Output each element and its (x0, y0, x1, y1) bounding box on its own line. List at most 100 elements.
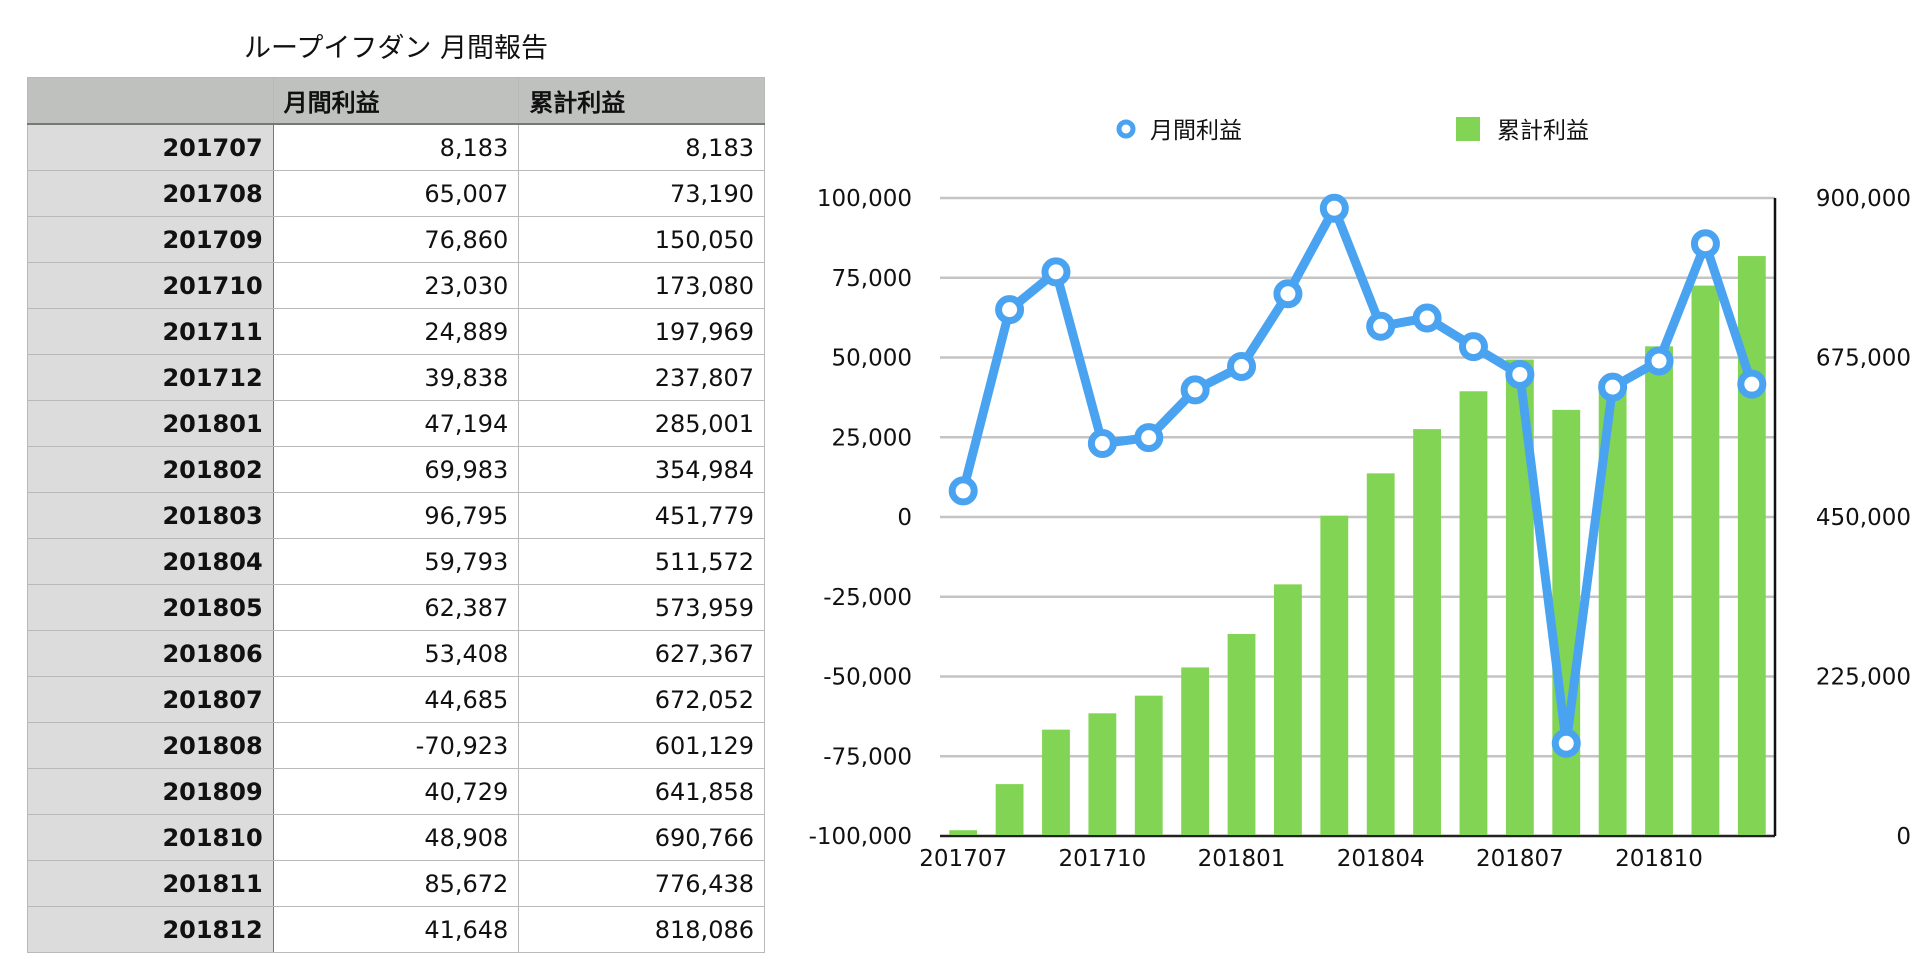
line-point (1458, 332, 1488, 362)
row-month: 201802 (27, 446, 274, 493)
monthly-report-table: 月間利益 累計利益 201707 8,183 8,183 201708 65,007 73… (27, 77, 765, 953)
left-axis-tick: 100,000 (817, 186, 912, 212)
table-row: 201808 -70,923 601,129 (27, 722, 765, 769)
bar (1366, 473, 1395, 835)
row-monthly-profit: 23,030 (272, 262, 520, 309)
row-month: 201801 (27, 400, 274, 447)
row-cumulative-profit: 776,438 (518, 860, 765, 907)
x-axis-tick: 201810 (1615, 846, 1703, 872)
row-month: 201805 (27, 584, 274, 631)
row-cumulative-profit: 627,367 (518, 630, 765, 677)
line-point (1737, 369, 1767, 399)
header-monthly-profit: 月間利益 (272, 77, 520, 125)
row-cumulative-profit: 601,129 (518, 722, 765, 769)
left-axis-tick: 25,000 (832, 425, 912, 451)
right-axis-tick: 0 (1896, 824, 1911, 850)
x-axis-tick: 201807 (1476, 846, 1564, 872)
bar (1274, 584, 1302, 835)
bar (1227, 633, 1256, 835)
row-monthly-profit: 85,672 (272, 860, 520, 907)
row-monthly-profit: 44,685 (272, 676, 520, 723)
right-axis-tick: 675,000 (1816, 346, 1911, 372)
row-cumulative-profit: 641,858 (518, 768, 765, 815)
table-header-row: 月間利益 累計利益 (27, 77, 765, 125)
line-point (1366, 311, 1396, 341)
row-month: 201806 (27, 630, 274, 677)
report-title: ループイフダン 月間報告 (244, 33, 548, 64)
row-cumulative-profit: 818,086 (518, 906, 765, 953)
row-cumulative-profit: 672,052 (518, 676, 765, 723)
row-monthly-profit: 53,408 (272, 630, 520, 677)
right-axis-tick: 225,000 (1816, 665, 1911, 691)
table-row: 201801 47,194 285,001 (27, 400, 765, 447)
line-point (1087, 429, 1117, 459)
line-point (1505, 359, 1535, 389)
row-month: 201803 (27, 492, 274, 539)
row-month: 201811 (27, 860, 274, 907)
row-month: 201707 (27, 123, 274, 171)
table-row: 201804 59,793 511,572 (27, 538, 765, 585)
table-row: 201812 41,648 818,086 (27, 906, 765, 953)
legend-line-marker-icon (1116, 119, 1136, 139)
row-month: 201807 (27, 676, 274, 723)
table-row: 201810 48,908 690,766 (27, 814, 765, 861)
left-axis-tick: 50,000 (832, 346, 912, 372)
bar (995, 784, 1024, 835)
table-row: 201809 40,729 641,858 (27, 768, 765, 815)
left-axis-tick: 75,000 (832, 266, 912, 292)
row-month: 201709 (27, 216, 274, 263)
bar (1645, 346, 1673, 835)
bar (1181, 667, 1210, 835)
left-axis-tick: -50,000 (823, 665, 912, 691)
left-axis-tick: 0 (897, 505, 912, 531)
row-monthly-profit: -70,923 (272, 722, 520, 769)
legend-label-cumulative: 累計利益 (1497, 118, 1589, 144)
row-month: 201708 (27, 170, 274, 217)
row-month: 201711 (27, 308, 274, 355)
line-point (948, 476, 978, 506)
right-axis-tick: 900,000 (1816, 186, 1911, 212)
table-row: 201711 24,889 197,969 (27, 308, 765, 355)
line-point (1551, 728, 1581, 758)
row-monthly-profit: 76,860 (272, 216, 520, 263)
left-axis-tick: -100,000 (809, 824, 912, 850)
table-row: 201805 62,387 573,959 (27, 584, 765, 631)
row-month: 201808 (27, 722, 274, 769)
line-point (1690, 229, 1720, 259)
row-month: 201710 (27, 262, 274, 309)
line-point (1227, 351, 1257, 381)
row-month: 201809 (27, 768, 274, 815)
row-month: 201712 (27, 354, 274, 401)
row-cumulative-profit: 451,779 (518, 492, 765, 539)
table-row: 201709 76,860 150,050 (27, 216, 765, 263)
bar (949, 830, 978, 835)
line-point (1041, 257, 1071, 287)
x-axis-tick: 201804 (1337, 846, 1425, 872)
monthly-profit-line (958, 203, 1757, 748)
line-point (1319, 193, 1349, 223)
table-row: 201710 23,030 173,080 (27, 262, 765, 309)
x-axis-tick: 201710 (1058, 846, 1146, 872)
table-row: 201712 39,838 237,807 (27, 354, 765, 401)
row-cumulative-profit: 237,807 (518, 354, 765, 401)
line-point (1180, 375, 1210, 405)
bar (1320, 515, 1349, 835)
bar (1413, 429, 1441, 835)
row-monthly-profit: 59,793 (272, 538, 520, 585)
left-axis-tick: -75,000 (823, 744, 912, 770)
row-monthly-profit: 62,387 (272, 584, 520, 631)
bar (1459, 391, 1488, 835)
row-month: 201810 (27, 814, 274, 861)
line-point (1598, 372, 1628, 402)
x-axis-tick: 201707 (919, 846, 1007, 872)
row-cumulative-profit: 511,572 (518, 538, 765, 585)
legend-bar-swatch-icon (1456, 117, 1480, 141)
x-axis-tick: 201801 (1198, 846, 1286, 872)
bar (1042, 729, 1070, 835)
right-axis-tick: 450,000 (1816, 505, 1911, 531)
table-row: 201806 53,408 627,367 (27, 630, 765, 677)
legend-label-monthly: 月間利益 (1150, 118, 1242, 144)
row-monthly-profit: 8,183 (272, 123, 520, 171)
left-axis-tick: -25,000 (823, 585, 912, 611)
